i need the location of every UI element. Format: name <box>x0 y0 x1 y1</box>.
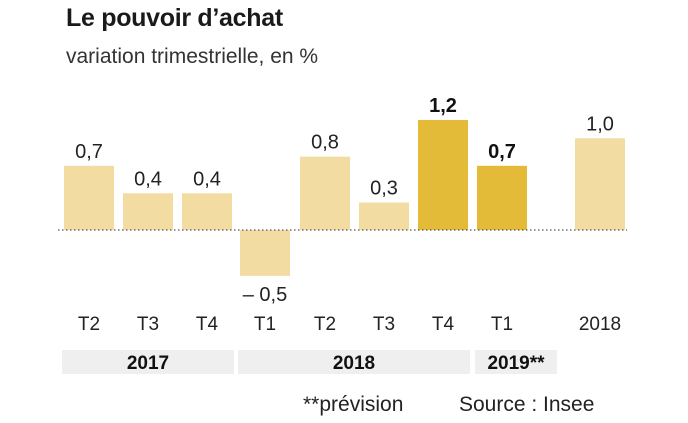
bar-0 <box>64 165 114 230</box>
bar-3 <box>240 230 290 276</box>
year-band-0 <box>62 350 234 374</box>
chart-subtitle: variation trimestrielle, en % <box>66 45 319 68</box>
bar-1 <box>123 193 173 230</box>
source-credit: Source : Insee <box>459 393 595 416</box>
value-label-5: 0,3 <box>370 177 398 199</box>
year-band-1 <box>238 350 470 374</box>
tick-label-7: T1 <box>491 314 513 335</box>
bar-5 <box>359 202 409 230</box>
tick-label-2: T4 <box>196 314 219 335</box>
tick-label-6: T4 <box>432 314 455 335</box>
bar-8 <box>575 138 625 230</box>
value-label-1: 0,4 <box>134 168 162 190</box>
year-label-1: 2018 <box>333 353 375 374</box>
tick-label-1: T3 <box>137 314 159 335</box>
value-label-2: 0,4 <box>193 168 221 190</box>
value-label-3: – 0,5 <box>243 284 287 306</box>
value-label-4: 0,8 <box>311 132 339 154</box>
value-label-7: 0,7 <box>488 141 516 163</box>
bar-7 <box>477 165 527 230</box>
year-label-0: 2017 <box>127 353 169 374</box>
bar-2 <box>182 193 232 230</box>
value-label-6: 1,2 <box>429 95 457 117</box>
tick-label-3: T1 <box>254 314 276 335</box>
chart-title: Le pouvoir d’achat <box>66 4 283 32</box>
tick-label-0: T2 <box>78 314 100 335</box>
tick-label-5: T3 <box>373 314 395 335</box>
value-label-0: 0,7 <box>75 141 103 163</box>
tick-label-4: T2 <box>314 314 336 335</box>
year-label-2: 2019** <box>487 353 545 374</box>
bar-6 <box>418 119 468 230</box>
forecast-note: **prévision <box>303 393 404 416</box>
year-band-2 <box>475 350 557 374</box>
tick-label-8: 2018 <box>579 314 621 335</box>
bar-4 <box>300 156 350 230</box>
value-label-8: 1,0 <box>586 113 614 135</box>
